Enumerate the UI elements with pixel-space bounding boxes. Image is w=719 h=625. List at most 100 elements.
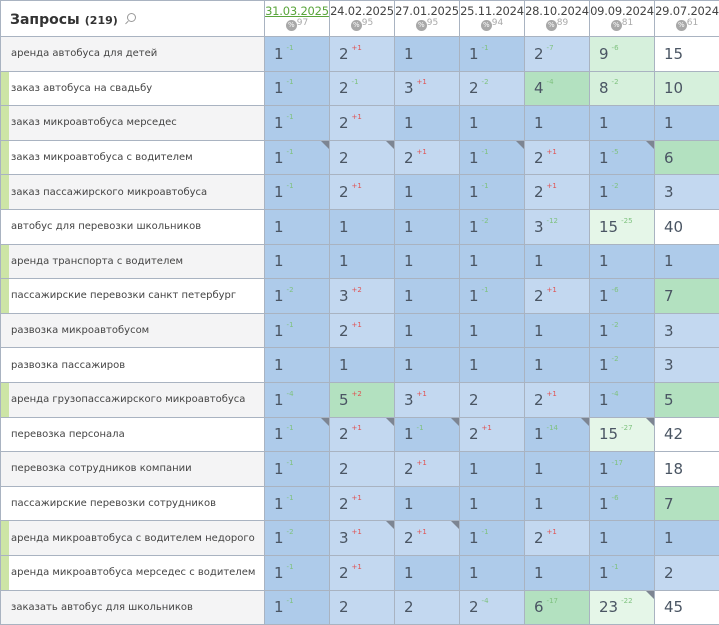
- query-name[interactable]: перевозка персонала: [1, 417, 265, 452]
- position-cell[interactable]: 1-2: [590, 175, 655, 210]
- query-name[interactable]: пассажирские перевозки санкт петербург: [1, 279, 265, 314]
- position-cell[interactable]: 2: [330, 590, 395, 625]
- position-cell[interactable]: 6-17: [525, 590, 590, 625]
- position-cell[interactable]: 1-14: [525, 417, 590, 452]
- position-cell[interactable]: 1-1: [265, 486, 330, 521]
- position-cell[interactable]: 15: [655, 37, 719, 72]
- position-cell[interactable]: 1-1: [265, 313, 330, 348]
- note-indicator-icon[interactable]: [321, 141, 329, 149]
- position-cell[interactable]: 2: [655, 555, 719, 590]
- position-cell[interactable]: 3: [655, 175, 719, 210]
- position-cell[interactable]: 8-2: [590, 71, 655, 106]
- position-cell[interactable]: 2: [330, 140, 395, 175]
- query-name[interactable]: развозка пассажиров: [1, 348, 265, 383]
- position-cell[interactable]: 1: [395, 175, 460, 210]
- date-column-header[interactable]: 25.11.2024 %94: [460, 1, 525, 37]
- position-cell[interactable]: 1-4: [265, 382, 330, 417]
- position-cell[interactable]: 23-22: [590, 590, 655, 625]
- query-name[interactable]: заказ автобуса на свадьбу: [1, 71, 265, 106]
- position-cell[interactable]: 2+1: [330, 555, 395, 590]
- position-cell[interactable]: 42: [655, 417, 719, 452]
- date-column-header[interactable]: 27.01.2025 %95: [395, 1, 460, 37]
- date-label[interactable]: 27.01.2025: [395, 4, 459, 18]
- position-cell[interactable]: 3-12: [525, 209, 590, 244]
- position-cell[interactable]: 1-5: [590, 140, 655, 175]
- position-cell[interactable]: 1: [265, 348, 330, 383]
- position-cell[interactable]: 1-1: [265, 590, 330, 625]
- position-cell[interactable]: 2+1: [525, 279, 590, 314]
- position-cell[interactable]: 1: [395, 244, 460, 279]
- position-cell[interactable]: 1: [525, 244, 590, 279]
- position-cell[interactable]: 1-1: [460, 175, 525, 210]
- date-column-header[interactable]: 29.07.2024 %61: [655, 1, 719, 37]
- position-cell[interactable]: 1: [395, 279, 460, 314]
- position-cell[interactable]: 6: [655, 140, 719, 175]
- date-column-header[interactable]: 28.10.2024 %89: [525, 1, 590, 37]
- position-cell[interactable]: 1-2: [460, 209, 525, 244]
- note-indicator-icon[interactable]: [386, 418, 394, 426]
- date-label[interactable]: 29.07.2024: [655, 4, 719, 18]
- position-cell[interactable]: 1-2: [590, 348, 655, 383]
- position-cell[interactable]: 1: [330, 244, 395, 279]
- date-column-header[interactable]: 31.03.2025 %97: [265, 1, 330, 37]
- query-name[interactable]: перевозка сотрудников компании: [1, 452, 265, 487]
- note-indicator-icon[interactable]: [646, 418, 654, 426]
- query-name[interactable]: аренда грузопассажирского микроавтобуса: [1, 382, 265, 417]
- position-cell[interactable]: 2-7: [525, 37, 590, 72]
- position-cell[interactable]: 3+2: [330, 279, 395, 314]
- position-cell[interactable]: 1: [330, 348, 395, 383]
- position-cell[interactable]: 3+1: [395, 382, 460, 417]
- position-cell[interactable]: 2+1: [525, 382, 590, 417]
- date-label[interactable]: 25.11.2024: [460, 4, 524, 18]
- date-column-header[interactable]: 09.09.2024 %81: [590, 1, 655, 37]
- search-icon[interactable]: [127, 13, 136, 22]
- position-cell[interactable]: 1: [525, 348, 590, 383]
- position-cell[interactable]: 2+1: [330, 486, 395, 521]
- note-indicator-icon[interactable]: [646, 591, 654, 599]
- note-indicator-icon[interactable]: [386, 521, 394, 529]
- position-cell[interactable]: 1-1: [265, 106, 330, 141]
- position-cell[interactable]: 1: [590, 106, 655, 141]
- position-cell[interactable]: 1: [460, 106, 525, 141]
- position-cell[interactable]: 1-1: [460, 37, 525, 72]
- position-cell[interactable]: 3+1: [330, 521, 395, 556]
- position-cell[interactable]: 1: [395, 348, 460, 383]
- position-cell[interactable]: 1-1: [460, 521, 525, 556]
- position-cell[interactable]: 1-1: [590, 555, 655, 590]
- position-cell[interactable]: 1: [395, 106, 460, 141]
- position-cell[interactable]: 1-1: [460, 140, 525, 175]
- position-cell[interactable]: 2: [395, 590, 460, 625]
- position-cell[interactable]: 1: [525, 486, 590, 521]
- position-cell[interactable]: 7: [655, 486, 719, 521]
- position-cell[interactable]: 1-1: [265, 71, 330, 106]
- position-cell[interactable]: 9-6: [590, 37, 655, 72]
- position-cell[interactable]: 1: [525, 313, 590, 348]
- date-label[interactable]: 31.03.2025: [265, 4, 329, 18]
- date-label[interactable]: 09.09.2024: [590, 4, 654, 18]
- position-cell[interactable]: 1-1: [395, 417, 460, 452]
- note-indicator-icon[interactable]: [321, 418, 329, 426]
- position-cell[interactable]: 1: [525, 555, 590, 590]
- position-cell[interactable]: 1: [395, 555, 460, 590]
- note-indicator-icon[interactable]: [646, 141, 654, 149]
- query-name[interactable]: заказ микроавтобуса мерседес: [1, 106, 265, 141]
- position-cell[interactable]: 1-1: [265, 555, 330, 590]
- position-cell[interactable]: 1-2: [590, 313, 655, 348]
- position-cell[interactable]: 1: [460, 452, 525, 487]
- position-cell[interactable]: 1-1: [265, 417, 330, 452]
- position-cell[interactable]: 1-6: [590, 279, 655, 314]
- position-cell[interactable]: 4-4: [525, 71, 590, 106]
- position-cell[interactable]: 5+2: [330, 382, 395, 417]
- position-cell[interactable]: 1-4: [590, 382, 655, 417]
- position-cell[interactable]: 1: [590, 521, 655, 556]
- position-cell[interactable]: 1: [590, 244, 655, 279]
- position-cell[interactable]: 1-6: [590, 486, 655, 521]
- position-cell[interactable]: 2+1: [330, 417, 395, 452]
- position-cell[interactable]: 5: [655, 382, 719, 417]
- position-cell[interactable]: 1: [460, 313, 525, 348]
- position-cell[interactable]: 2+1: [330, 313, 395, 348]
- position-cell[interactable]: 3: [655, 313, 719, 348]
- date-label[interactable]: 24.02.2025: [330, 4, 394, 18]
- position-cell[interactable]: 1-1: [265, 140, 330, 175]
- position-cell[interactable]: 1: [395, 486, 460, 521]
